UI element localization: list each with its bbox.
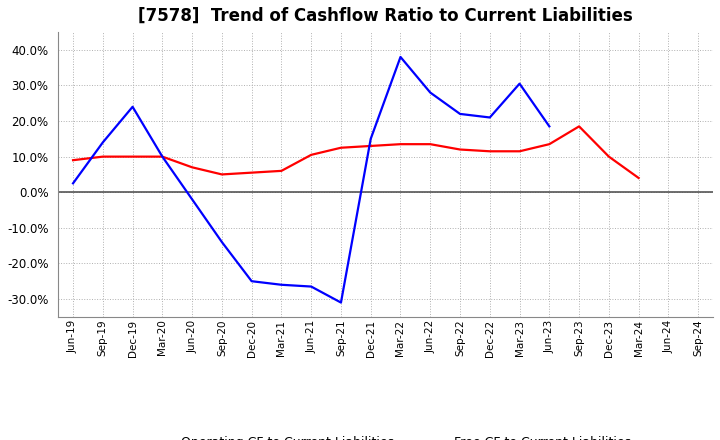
Operating CF to Current Liabilities <box>68 158 77 163</box>
Free CF to Current Liabilities <box>337 300 346 305</box>
Free CF to Current Liabilities <box>277 282 286 287</box>
Free CF to Current Liabilities <box>128 104 137 110</box>
Free CF to Current Liabilities <box>217 239 226 245</box>
Free CF to Current Liabilities <box>99 140 107 145</box>
Title: [7578]  Trend of Cashflow Ratio to Current Liabilities: [7578] Trend of Cashflow Ratio to Curren… <box>138 7 633 25</box>
Operating CF to Current Liabilities <box>396 142 405 147</box>
Free CF to Current Liabilities <box>158 154 166 159</box>
Operating CF to Current Liabilities <box>188 165 197 170</box>
Operating CF to Current Liabilities <box>99 154 107 159</box>
Free CF to Current Liabilities <box>516 81 524 86</box>
Free CF to Current Liabilities <box>545 124 554 129</box>
Operating CF to Current Liabilities <box>545 142 554 147</box>
Free CF to Current Liabilities <box>188 197 197 202</box>
Free CF to Current Liabilities <box>248 279 256 284</box>
Free CF to Current Liabilities <box>396 54 405 59</box>
Operating CF to Current Liabilities <box>634 176 643 181</box>
Operating CF to Current Liabilities <box>128 154 137 159</box>
Operating CF to Current Liabilities <box>426 142 435 147</box>
Legend: Operating CF to Current Liabilities, Free CF to Current Liabilities: Operating CF to Current Liabilities, Fre… <box>135 431 636 440</box>
Operating CF to Current Liabilities <box>307 152 315 158</box>
Free CF to Current Liabilities <box>485 115 494 120</box>
Operating CF to Current Liabilities <box>456 147 464 152</box>
Operating CF to Current Liabilities <box>158 154 166 159</box>
Line: Operating CF to Current Liabilities: Operating CF to Current Liabilities <box>73 126 639 178</box>
Operating CF to Current Liabilities <box>516 149 524 154</box>
Line: Free CF to Current Liabilities: Free CF to Current Liabilities <box>73 57 549 303</box>
Operating CF to Current Liabilities <box>366 143 375 149</box>
Free CF to Current Liabilities <box>456 111 464 117</box>
Free CF to Current Liabilities <box>366 136 375 142</box>
Operating CF to Current Liabilities <box>337 145 346 150</box>
Free CF to Current Liabilities <box>307 284 315 289</box>
Operating CF to Current Liabilities <box>575 124 583 129</box>
Operating CF to Current Liabilities <box>217 172 226 177</box>
Operating CF to Current Liabilities <box>485 149 494 154</box>
Operating CF to Current Liabilities <box>248 170 256 175</box>
Operating CF to Current Liabilities <box>605 154 613 159</box>
Free CF to Current Liabilities <box>426 90 435 95</box>
Free CF to Current Liabilities <box>68 181 77 186</box>
Operating CF to Current Liabilities <box>277 168 286 173</box>
